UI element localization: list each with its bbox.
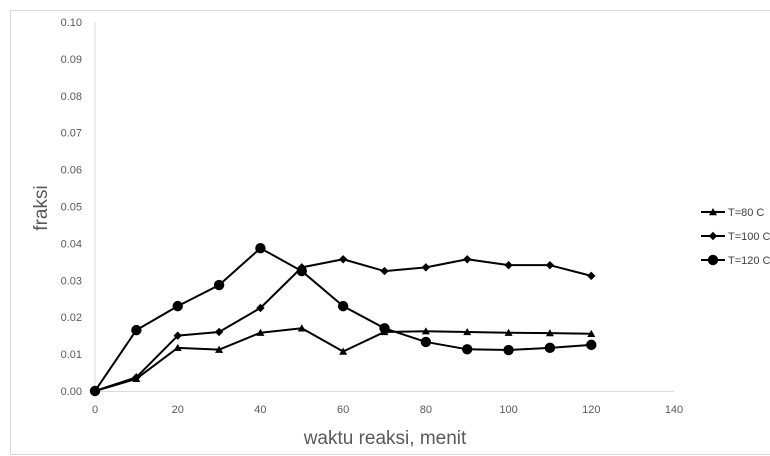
legend-item: T=80 C [701, 207, 764, 219]
data-point [255, 242, 266, 254]
data-point [213, 279, 225, 291]
data-point [421, 263, 431, 272]
data-point [421, 327, 430, 335]
y-tick-label: 0.02 [61, 312, 82, 324]
data-point [545, 260, 555, 270]
y-tick-label: 0.06 [61, 165, 82, 177]
y-tick-label: 0.05 [61, 202, 82, 214]
x-tick-label: 40 [254, 404, 266, 416]
plot-series [89, 242, 597, 397]
data-point [256, 328, 265, 336]
legend-marker [707, 254, 719, 266]
legend-label: T=80 C [728, 207, 764, 219]
legend-label: T=120 C [728, 255, 770, 267]
data-point [504, 328, 513, 336]
data-point [420, 336, 432, 348]
data-point [586, 339, 597, 351]
data-point [379, 323, 390, 334]
y-axis-title: fraksi [31, 185, 52, 230]
data-point [131, 324, 142, 336]
legend-marker [708, 231, 718, 241]
data-point [587, 329, 596, 338]
x-tick-label: 60 [337, 404, 349, 416]
data-point [297, 324, 306, 332]
series-3 [89, 242, 597, 397]
legend: T=80 C T=100 C T=120 C [701, 207, 770, 267]
y-tick-label: 0.07 [61, 128, 82, 140]
data-point [339, 347, 348, 355]
y-tick-label: 0.00 [61, 386, 82, 398]
legend-item: T=100 C [701, 231, 770, 243]
legend-item: T=120 C [701, 254, 770, 267]
chart-border [10, 10, 770, 455]
x-tick-labels: 0 20 40 60 80 100 120 140 [92, 404, 683, 416]
data-point [587, 271, 596, 281]
data-point [503, 344, 514, 356]
data-point [463, 327, 472, 336]
legend-marker [709, 208, 717, 216]
data-point [463, 255, 472, 264]
data-point [545, 329, 554, 337]
x-tick-label: 100 [499, 404, 517, 416]
data-point [89, 385, 101, 397]
y-tick-label: 0.04 [61, 238, 82, 250]
data-point [504, 260, 513, 270]
x-axis-title: waktu reaksi, menit [303, 428, 467, 449]
x-tick-label: 20 [172, 404, 184, 416]
data-point [132, 373, 141, 382]
y-tick-label: 0.08 [61, 91, 82, 103]
data-point [173, 343, 182, 352]
x-tick-label: 80 [420, 404, 432, 416]
legend-label: T=100 C [728, 231, 770, 243]
data-point [338, 255, 348, 264]
y-tick-label: 0.10 [61, 17, 82, 29]
data-point [380, 266, 389, 276]
data-point [172, 300, 183, 312]
x-tick-label: 0 [92, 404, 98, 416]
y-tick-label: 0.03 [61, 275, 82, 287]
data-point [337, 300, 349, 312]
data-point [173, 331, 182, 340]
y-tick-label: 0.01 [61, 349, 82, 361]
data-point [214, 327, 224, 337]
x-tick-label: 140 [665, 404, 683, 416]
data-point [215, 345, 224, 353]
data-point [296, 265, 307, 277]
x-tick-label: 120 [582, 404, 600, 416]
data-point [462, 344, 473, 355]
data-point [256, 303, 265, 313]
data-point [544, 342, 556, 354]
y-tick-label: 0.09 [61, 54, 82, 66]
y-tick-labels: 0.00 0.01 0.02 0.03 0.04 0.05 0.06 0.07 0.08 0.09… [61, 17, 82, 398]
